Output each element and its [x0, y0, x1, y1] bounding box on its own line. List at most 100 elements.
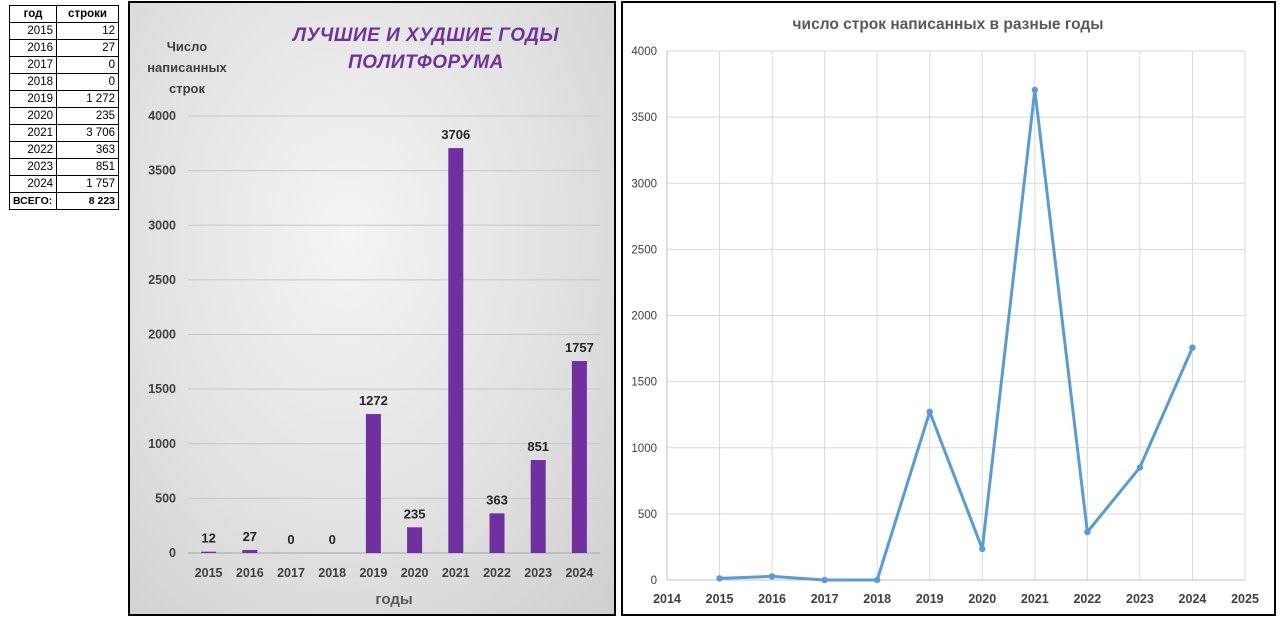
bar-x-axis-label: годы	[375, 591, 412, 608]
bar-chart-title: ЛУЧШИЕ И ХУДШИЕ ГОДЫ	[291, 25, 559, 46]
cell-year: 2023	[9, 158, 57, 176]
line-y-tick-label: 500	[638, 509, 657, 521]
line-point-2016	[768, 573, 776, 580]
line-point-2019	[926, 408, 933, 415]
line-x-tick-label: 2019	[916, 592, 944, 606]
bar-x-tick-label: 2022	[483, 566, 511, 580]
cell-lines: 3 706	[56, 124, 119, 142]
table-row: 2018 0	[9, 73, 119, 91]
line-x-tick-label: 2022	[1073, 592, 1101, 606]
header-year: год	[9, 5, 57, 23]
table-row: 2021 3 706	[9, 124, 119, 142]
line-y-tick-label: 2000	[631, 311, 657, 323]
table-row: 2019 1 272	[9, 90, 119, 108]
total-label: ВСЕГО:	[9, 192, 57, 210]
cell-lines: 0	[56, 56, 119, 74]
bar-data-label: 1272	[359, 393, 388, 408]
line-x-tick-label: 2023	[1126, 592, 1154, 606]
bar-2021	[448, 148, 464, 553]
table-row: 2022 363	[9, 141, 119, 159]
line-x-tick-label: 2015	[706, 592, 734, 606]
line-y-tick-label: 1500	[631, 377, 657, 389]
bar-y-tick-label: 0	[169, 546, 176, 560]
bar-y-tick-label: 3500	[148, 164, 176, 178]
cell-year: 2015	[9, 22, 57, 40]
line-chart-title: число строк написанных в разные годы	[793, 16, 1104, 33]
bar-y-tick-label: 4000	[148, 109, 176, 123]
bar-x-tick-label: 2020	[401, 566, 429, 580]
line-point-2020	[979, 545, 986, 553]
cell-lines: 1 272	[56, 90, 119, 108]
bar-data-label: 1757	[565, 340, 594, 355]
line-point-2022	[1084, 528, 1091, 536]
line-x-tick-label: 2021	[1021, 592, 1049, 606]
cell-lines: 235	[56, 107, 119, 125]
cell-lines: 27	[56, 39, 119, 57]
header-lines: строки	[56, 5, 119, 23]
line-point-2015	[716, 575, 723, 582]
line-point-2024	[1189, 344, 1196, 351]
bar-x-tick-label: 2016	[236, 566, 264, 580]
table-row: 2020 235	[9, 107, 119, 125]
line-x-tick-label: 2025	[1231, 592, 1259, 606]
cell-year: 2020	[9, 107, 57, 125]
bar-y-tick-label: 3000	[148, 218, 176, 232]
bar-chart: 0 500 1000 1500 2000 2500 3000 3500 4000 12 2015 27…	[147, 25, 600, 608]
bar-x-tick-label: 2018	[318, 566, 346, 580]
cell-year: 2016	[9, 39, 57, 57]
bar-x-tick-label: 2024	[565, 566, 593, 580]
bar-2015	[201, 551, 217, 553]
cell-lines: 12	[56, 22, 119, 40]
bar-2016	[242, 550, 258, 553]
line-x-tick-label: 2014	[653, 592, 681, 606]
cell-year: 2021	[9, 124, 57, 142]
line-x-tick-label: 2018	[863, 592, 891, 606]
cell-lines: 851	[56, 158, 119, 176]
bar-data-label: 235	[404, 506, 426, 521]
cell-year: 2024	[9, 175, 57, 193]
bar-y-tick-label: 2500	[148, 273, 176, 287]
bar-chart-panel: 0 500 1000 1500 2000 2500 3000 3500 4000 12 2015 27…	[128, 1, 616, 616]
line-y-tick-label: 2500	[631, 244, 657, 256]
bar-data-label: 3706	[441, 127, 470, 142]
bar-y-tick-label: 2000	[148, 328, 176, 342]
bar-y-axis-label: написанных	[147, 60, 227, 75]
bar-y-axis-label: строк	[169, 81, 205, 96]
cell-year: 2018	[9, 73, 57, 91]
bar-data-label: 851	[527, 439, 549, 454]
table-row: 2024 1 757	[9, 175, 119, 193]
bar-x-tick-label: 2021	[442, 566, 470, 580]
bar-x-tick-label: 2019	[359, 566, 387, 580]
total-value: 8 223	[56, 192, 119, 210]
line-point-2021	[1031, 86, 1039, 94]
cell-lines: 0	[56, 73, 119, 91]
line-point-2017	[821, 576, 828, 584]
table-row: 2016 27	[9, 39, 119, 57]
bar-y-tick-label: 1000	[148, 437, 176, 451]
line-chart-panel: 0 500 1000 1500 2000 2500 3000 3500 4000 2014 2015…	[621, 1, 1276, 616]
cell-lines: 1 757	[56, 175, 119, 193]
line-x-tick-label: 2017	[811, 592, 839, 606]
line-chart: 0 500 1000 1500 2000 2500 3000 3500 4000 2014 2015…	[631, 16, 1259, 606]
line-y-tick-label: 1000	[631, 443, 657, 455]
bar-2024	[571, 361, 587, 553]
table-row: 2017 0	[9, 56, 119, 74]
bar-x-tick-label: 2017	[277, 566, 305, 580]
bar-y-axis-label: Число	[167, 39, 207, 54]
line-y-tick-label: 4000	[631, 46, 657, 58]
table-total-row: ВСЕГО: 8 223	[9, 192, 119, 210]
bar-2023	[530, 460, 546, 553]
cell-year: 2022	[9, 141, 57, 159]
data-table: год строки 2015 12 2016 27 2017 0 2018 0 201…	[9, 5, 119, 210]
line-y-tick-label: 0	[651, 575, 657, 587]
bar-data-label: 363	[486, 492, 508, 507]
bar-data-label: 0	[287, 532, 294, 547]
bar-y-tick-label: 500	[155, 491, 176, 505]
bar-2019	[365, 414, 381, 553]
line-x-tick-label: 2016	[758, 592, 786, 606]
line-x-tick-label: 2024	[1179, 592, 1207, 606]
bar-data-label: 0	[329, 532, 336, 547]
line-y-tick-label: 3500	[631, 112, 657, 124]
line-x-tick-label: 2020	[968, 592, 996, 606]
cell-year: 2017	[9, 56, 57, 74]
